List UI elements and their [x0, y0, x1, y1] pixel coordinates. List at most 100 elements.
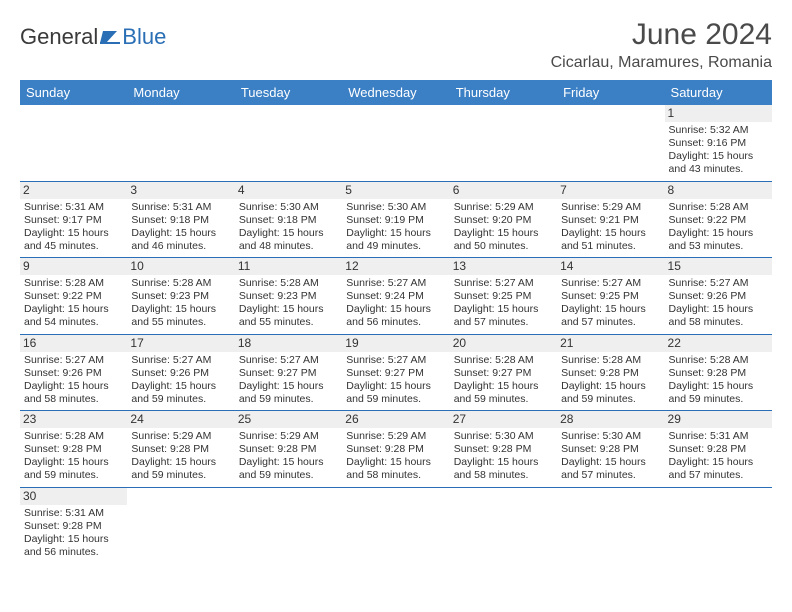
- daylight-text: Daylight: 15 hours and 55 minutes.: [239, 303, 338, 329]
- sunrise-text: Sunrise: 5:28 AM: [24, 277, 123, 290]
- daylight-text: Daylight: 15 hours and 55 minutes.: [131, 303, 230, 329]
- day-cell: 14Sunrise: 5:27 AMSunset: 9:25 PMDayligh…: [557, 258, 664, 335]
- daylight-text: Daylight: 15 hours and 57 minutes.: [561, 456, 660, 482]
- day-cell: 17Sunrise: 5:27 AMSunset: 9:26 PMDayligh…: [127, 334, 234, 411]
- sunrise-text: Sunrise: 5:27 AM: [454, 277, 553, 290]
- sunset-text: Sunset: 9:19 PM: [346, 214, 445, 227]
- daylight-text: Daylight: 15 hours and 43 minutes.: [669, 150, 768, 176]
- sunset-text: Sunset: 9:27 PM: [454, 367, 553, 380]
- month-title: June 2024: [551, 18, 772, 52]
- sunrise-text: Sunrise: 5:30 AM: [346, 201, 445, 214]
- sunrise-text: Sunrise: 5:28 AM: [239, 277, 338, 290]
- day-cell: 2Sunrise: 5:31 AMSunset: 9:17 PMDaylight…: [20, 181, 127, 258]
- daylight-text: Daylight: 15 hours and 58 minutes.: [454, 456, 553, 482]
- day-cell: 15Sunrise: 5:27 AMSunset: 9:26 PMDayligh…: [665, 258, 772, 335]
- day-cell: 8Sunrise: 5:28 AMSunset: 9:22 PMDaylight…: [665, 181, 772, 258]
- day-cell: 28Sunrise: 5:30 AMSunset: 9:28 PMDayligh…: [557, 411, 664, 488]
- day-cell: 13Sunrise: 5:27 AMSunset: 9:25 PMDayligh…: [450, 258, 557, 335]
- dh-tue: Tuesday: [235, 80, 342, 105]
- day-number: 19: [342, 335, 449, 352]
- sunrise-text: Sunrise: 5:27 AM: [24, 354, 123, 367]
- sunrise-text: Sunrise: 5:28 AM: [669, 354, 768, 367]
- sunset-text: Sunset: 9:26 PM: [669, 290, 768, 303]
- dh-thu: Thursday: [450, 80, 557, 105]
- day-cell: 30Sunrise: 5:31 AMSunset: 9:28 PMDayligh…: [20, 487, 127, 563]
- day-cell: 7Sunrise: 5:29 AMSunset: 9:21 PMDaylight…: [557, 181, 664, 258]
- day-cell: 4Sunrise: 5:30 AMSunset: 9:18 PMDaylight…: [235, 181, 342, 258]
- sunrise-text: Sunrise: 5:31 AM: [669, 430, 768, 443]
- sunset-text: Sunset: 9:26 PM: [131, 367, 230, 380]
- day-cell: 26Sunrise: 5:29 AMSunset: 9:28 PMDayligh…: [342, 411, 449, 488]
- dh-sun: Sunday: [20, 80, 127, 105]
- day-cell: [127, 105, 234, 181]
- title-block: June 2024 Cicarlau, Maramures, Romania: [551, 18, 772, 72]
- daylight-text: Daylight: 15 hours and 56 minutes.: [24, 533, 123, 559]
- sunrise-text: Sunrise: 5:27 AM: [346, 277, 445, 290]
- sunrise-text: Sunrise: 5:28 AM: [561, 354, 660, 367]
- day-number: 5: [342, 182, 449, 199]
- sunset-text: Sunset: 9:18 PM: [131, 214, 230, 227]
- daylight-text: Daylight: 15 hours and 59 minutes.: [561, 380, 660, 406]
- day-number: 20: [450, 335, 557, 352]
- day-number: 22: [665, 335, 772, 352]
- day-number: 12: [342, 258, 449, 275]
- sunset-text: Sunset: 9:25 PM: [454, 290, 553, 303]
- sunset-text: Sunset: 9:27 PM: [346, 367, 445, 380]
- daylight-text: Daylight: 15 hours and 54 minutes.: [24, 303, 123, 329]
- daylight-text: Daylight: 15 hours and 59 minutes.: [669, 380, 768, 406]
- location-text: Cicarlau, Maramures, Romania: [551, 54, 772, 72]
- sunset-text: Sunset: 9:22 PM: [669, 214, 768, 227]
- page-header: General Blue June 2024 Cicarlau, Maramur…: [20, 18, 772, 72]
- day-cell: 25Sunrise: 5:29 AMSunset: 9:28 PMDayligh…: [235, 411, 342, 488]
- sunset-text: Sunset: 9:28 PM: [239, 443, 338, 456]
- week-row: 16Sunrise: 5:27 AMSunset: 9:26 PMDayligh…: [20, 334, 772, 411]
- day-cell: [342, 105, 449, 181]
- daylight-text: Daylight: 15 hours and 59 minutes.: [24, 456, 123, 482]
- day-number: 2: [20, 182, 127, 199]
- day-number: 6: [450, 182, 557, 199]
- sunset-text: Sunset: 9:16 PM: [669, 137, 768, 150]
- day-cell: 27Sunrise: 5:30 AMSunset: 9:28 PMDayligh…: [450, 411, 557, 488]
- daylight-text: Daylight: 15 hours and 57 minutes.: [669, 456, 768, 482]
- day-cell: [665, 487, 772, 563]
- brand-text-2: Blue: [122, 24, 166, 50]
- day-cell: [342, 487, 449, 563]
- daylight-text: Daylight: 15 hours and 59 minutes.: [454, 380, 553, 406]
- daylight-text: Daylight: 15 hours and 46 minutes.: [131, 227, 230, 253]
- day-cell: [20, 105, 127, 181]
- sunset-text: Sunset: 9:23 PM: [131, 290, 230, 303]
- day-cell: 16Sunrise: 5:27 AMSunset: 9:26 PMDayligh…: [20, 334, 127, 411]
- week-row: 30Sunrise: 5:31 AMSunset: 9:28 PMDayligh…: [20, 487, 772, 563]
- daylight-text: Daylight: 15 hours and 53 minutes.: [669, 227, 768, 253]
- day-number: 21: [557, 335, 664, 352]
- sunrise-text: Sunrise: 5:32 AM: [669, 124, 768, 137]
- day-number: 15: [665, 258, 772, 275]
- day-cell: 10Sunrise: 5:28 AMSunset: 9:23 PMDayligh…: [127, 258, 234, 335]
- day-cell: 29Sunrise: 5:31 AMSunset: 9:28 PMDayligh…: [665, 411, 772, 488]
- sunrise-text: Sunrise: 5:27 AM: [131, 354, 230, 367]
- flag-icon: [100, 29, 120, 45]
- calendar-table: Sunday Monday Tuesday Wednesday Thursday…: [20, 80, 772, 563]
- day-cell: 1Sunrise: 5:32 AMSunset: 9:16 PMDaylight…: [665, 105, 772, 181]
- sunset-text: Sunset: 9:20 PM: [454, 214, 553, 227]
- sunrise-text: Sunrise: 5:31 AM: [131, 201, 230, 214]
- daylight-text: Daylight: 15 hours and 56 minutes.: [346, 303, 445, 329]
- sunrise-text: Sunrise: 5:28 AM: [454, 354, 553, 367]
- sunset-text: Sunset: 9:18 PM: [239, 214, 338, 227]
- sunrise-text: Sunrise: 5:27 AM: [669, 277, 768, 290]
- day-cell: 18Sunrise: 5:27 AMSunset: 9:27 PMDayligh…: [235, 334, 342, 411]
- day-cell: [235, 105, 342, 181]
- daylight-text: Daylight: 15 hours and 59 minutes.: [239, 456, 338, 482]
- daylight-text: Daylight: 15 hours and 59 minutes.: [131, 456, 230, 482]
- sunrise-text: Sunrise: 5:28 AM: [131, 277, 230, 290]
- sunset-text: Sunset: 9:28 PM: [131, 443, 230, 456]
- sunrise-text: Sunrise: 5:31 AM: [24, 507, 123, 520]
- day-header-row: Sunday Monday Tuesday Wednesday Thursday…: [20, 80, 772, 105]
- day-number: 9: [20, 258, 127, 275]
- sunrise-text: Sunrise: 5:28 AM: [669, 201, 768, 214]
- sunrise-text: Sunrise: 5:27 AM: [239, 354, 338, 367]
- sunset-text: Sunset: 9:28 PM: [454, 443, 553, 456]
- sunrise-text: Sunrise: 5:29 AM: [131, 430, 230, 443]
- day-cell: 12Sunrise: 5:27 AMSunset: 9:24 PMDayligh…: [342, 258, 449, 335]
- daylight-text: Daylight: 15 hours and 45 minutes.: [24, 227, 123, 253]
